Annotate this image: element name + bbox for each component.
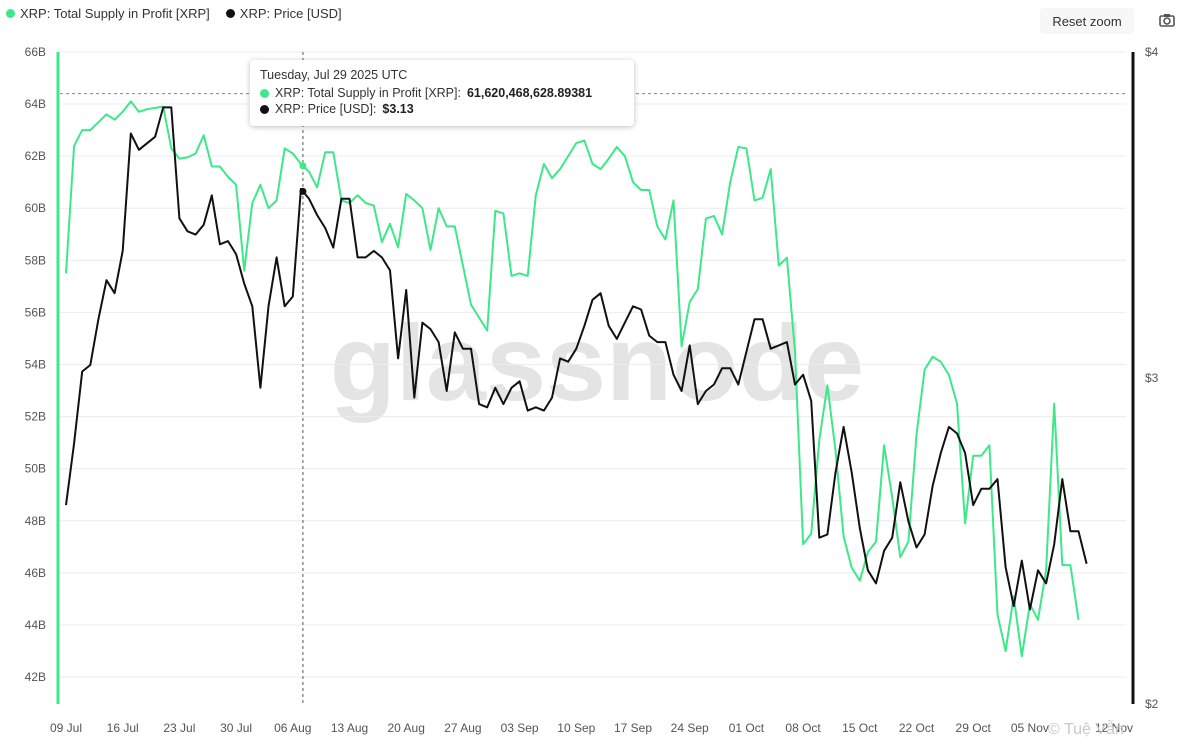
y-left-tick-label: 66B (25, 45, 46, 59)
tooltip-swatch-price (260, 104, 269, 114)
y-left-tick-label: 42B (25, 670, 46, 684)
y-left-tick-label: 62B (25, 149, 46, 163)
y-right-tick-label: $3 (1145, 371, 1159, 385)
x-tick-label: 27 Aug (444, 721, 481, 735)
reset-zoom-button[interactable]: Reset zoom (1040, 8, 1134, 34)
y-left-tick-label: 52B (25, 410, 46, 424)
tooltip-row-price: XRP: Price [USD]: $3.13 (260, 102, 414, 116)
x-tick-label: 08 Oct (785, 721, 821, 735)
y-left-tick-label: 44B (25, 618, 46, 632)
crosshair-point-supply (299, 162, 307, 170)
x-tick-label: 20 Aug (388, 721, 425, 735)
tooltip-value-supply: 61,620,468,628.89381 (466, 86, 593, 100)
y-left-tick-label: 54B (25, 358, 46, 372)
credit-watermark: © Tuệ Vẫn (1048, 721, 1124, 738)
legend-label-supply: XRP: Total Supply in Profit [XRP] (20, 6, 210, 21)
x-tick-label: 22 Oct (899, 721, 935, 735)
y-left-tick-label: 56B (25, 305, 46, 319)
y-right-tick-label: $4 (1145, 45, 1159, 59)
tooltip-value-price: $3.13 (382, 102, 414, 116)
grid (60, 51, 1126, 678)
x-tick-label: 09 Jul (50, 721, 82, 735)
x-tick-label: 16 Jul (107, 721, 139, 735)
y-left-tick-label: 60B (25, 201, 46, 215)
x-tick-label: 12 Nov (1095, 721, 1133, 735)
legend: XRP: Total Supply in Profit [XRP] XRP: P… (6, 6, 342, 21)
x-tick-label: 30 Jul (220, 721, 252, 735)
x-tick-label: 15 Oct (842, 721, 878, 735)
legend-label-price: XRP: Price [USD] (239, 6, 342, 21)
x-tick-label: 10 Sep (557, 721, 595, 735)
tooltip: Tuesday, Jul 29 2025 UTC XRP: Total Supp… (250, 60, 634, 126)
x-tick-label: 01 Oct (729, 721, 765, 735)
tooltip-label-supply: XRP: Total Supply in Profit [XRP]: (275, 86, 461, 100)
crosshair-point-price (299, 187, 307, 195)
legend-swatch-price (225, 9, 235, 18)
x-tick-label: 23 Jul (163, 721, 195, 735)
x-tick-label: 05 Nov (1011, 721, 1049, 735)
legend-swatch-supply (6, 9, 15, 18)
watermark: glassnode (330, 302, 864, 423)
series (65, 100, 1088, 658)
x-tick-label: 29 Oct (956, 721, 992, 735)
y-left-tick-label: 50B (25, 462, 46, 476)
legend-item-price[interactable]: XRP: Price [USD] (225, 6, 342, 21)
y-left-tick-label: 48B (25, 514, 46, 528)
tooltip-swatch-supply (260, 88, 269, 98)
series-line-price (65, 106, 1088, 611)
x-tick-label: 06 Aug (274, 721, 311, 735)
tooltip-row-supply: XRP: Total Supply in Profit [XRP]: 61,62… (260, 86, 592, 100)
tooltip-label-price: XRP: Price [USD]: (275, 102, 377, 116)
x-tick-label: 13 Aug (331, 721, 368, 735)
legend-item-supply[interactable]: XRP: Total Supply in Profit [XRP] (6, 6, 210, 21)
x-tick-label: 24 Sep (671, 721, 709, 735)
x-tick-label: 03 Sep (501, 721, 539, 735)
camera-icon[interactable] (1158, 11, 1176, 29)
y-left-tick-label: 46B (25, 566, 46, 580)
crosshair (299, 52, 307, 704)
tooltip-date: Tuesday, Jul 29 2025 UTC (260, 68, 408, 82)
y-right-tick-label: $2 (1145, 697, 1159, 711)
x-tick-label: 17 Sep (614, 721, 652, 735)
y-left-tick-label: 58B (25, 253, 46, 267)
y-left-tick-label: 64B (25, 97, 46, 111)
axes: 42B 44B 46B 48B 50B 52B 54B 56B 58B 60B 62B 64B 66B $… (25, 45, 1159, 735)
